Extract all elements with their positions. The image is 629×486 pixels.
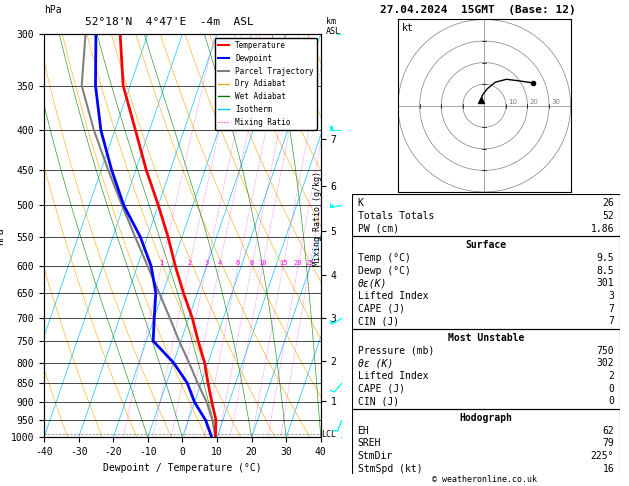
Text: Most Unstable: Most Unstable bbox=[448, 333, 524, 343]
Text: Totals Totals: Totals Totals bbox=[357, 211, 434, 221]
Text: 1: 1 bbox=[159, 260, 164, 266]
Text: Mixing Ratio (g/kg): Mixing Ratio (g/kg) bbox=[313, 171, 322, 266]
Y-axis label: hPa: hPa bbox=[0, 227, 5, 244]
Text: 225°: 225° bbox=[591, 451, 615, 461]
Text: CAPE (J): CAPE (J) bbox=[357, 383, 404, 394]
Text: 16: 16 bbox=[603, 464, 615, 474]
Text: CIN (J): CIN (J) bbox=[357, 316, 399, 326]
Bar bbox=[352, 194, 620, 236]
Text: 20: 20 bbox=[294, 260, 303, 266]
Text: StmSpd (kt): StmSpd (kt) bbox=[357, 464, 422, 474]
Text: 0: 0 bbox=[608, 383, 615, 394]
Text: CIN (J): CIN (J) bbox=[357, 397, 399, 406]
Text: 62: 62 bbox=[603, 426, 615, 435]
Text: 8: 8 bbox=[250, 260, 254, 266]
Text: 3: 3 bbox=[608, 291, 615, 301]
Text: 1.86: 1.86 bbox=[591, 224, 615, 234]
Text: PW (cm): PW (cm) bbox=[357, 224, 399, 234]
Text: Hodograph: Hodograph bbox=[459, 413, 513, 423]
Bar bbox=[352, 409, 620, 476]
Bar bbox=[352, 236, 620, 329]
Text: θε (K): θε (K) bbox=[357, 358, 393, 368]
Text: LCL: LCL bbox=[321, 430, 336, 438]
Text: 750: 750 bbox=[596, 346, 615, 356]
Text: © weatheronline.co.uk: © weatheronline.co.uk bbox=[432, 474, 537, 484]
Text: 8.5: 8.5 bbox=[596, 265, 615, 276]
Bar bbox=[352, 329, 620, 409]
Text: EH: EH bbox=[357, 426, 369, 435]
Text: SREH: SREH bbox=[357, 438, 381, 448]
Text: 27.04.2024  15GMT  (Base: 12): 27.04.2024 15GMT (Base: 12) bbox=[380, 5, 576, 15]
Text: hPa: hPa bbox=[44, 5, 62, 15]
Text: CAPE (J): CAPE (J) bbox=[357, 304, 404, 313]
Text: 6: 6 bbox=[236, 260, 240, 266]
Text: Lifted Index: Lifted Index bbox=[357, 291, 428, 301]
Text: kt: kt bbox=[401, 23, 413, 33]
Text: K: K bbox=[357, 198, 364, 208]
Text: 10: 10 bbox=[259, 260, 267, 266]
Text: 2: 2 bbox=[608, 371, 615, 381]
Text: 26: 26 bbox=[603, 198, 615, 208]
Text: Pressure (mb): Pressure (mb) bbox=[357, 346, 434, 356]
Text: 2: 2 bbox=[187, 260, 191, 266]
Text: Temp (°C): Temp (°C) bbox=[357, 253, 411, 263]
Text: 52: 52 bbox=[603, 211, 615, 221]
Text: Dewp (°C): Dewp (°C) bbox=[357, 265, 411, 276]
Text: 7: 7 bbox=[608, 316, 615, 326]
Text: 0: 0 bbox=[608, 397, 615, 406]
Text: 52°18'N  4°47'E  -4m  ASL: 52°18'N 4°47'E -4m ASL bbox=[86, 17, 254, 27]
Text: 10: 10 bbox=[508, 99, 517, 104]
Text: 4: 4 bbox=[218, 260, 221, 266]
Text: 25: 25 bbox=[306, 260, 314, 266]
Text: 15: 15 bbox=[279, 260, 287, 266]
Text: StmDir: StmDir bbox=[357, 451, 393, 461]
Text: 3: 3 bbox=[204, 260, 209, 266]
Text: Lifted Index: Lifted Index bbox=[357, 371, 428, 381]
Text: 302: 302 bbox=[596, 358, 615, 368]
X-axis label: Dewpoint / Temperature (°C): Dewpoint / Temperature (°C) bbox=[103, 463, 262, 473]
Text: 30: 30 bbox=[551, 99, 560, 104]
Text: 9.5: 9.5 bbox=[596, 253, 615, 263]
Text: 20: 20 bbox=[530, 99, 538, 104]
Text: km
ASL: km ASL bbox=[326, 17, 341, 36]
Text: 301: 301 bbox=[596, 278, 615, 288]
Text: 7: 7 bbox=[608, 304, 615, 313]
Text: θε(K): θε(K) bbox=[357, 278, 387, 288]
Text: Surface: Surface bbox=[465, 240, 506, 250]
Legend: Temperature, Dewpoint, Parcel Trajectory, Dry Adiabat, Wet Adiabat, Isotherm, Mi: Temperature, Dewpoint, Parcel Trajectory… bbox=[214, 38, 317, 130]
Text: 79: 79 bbox=[603, 438, 615, 448]
